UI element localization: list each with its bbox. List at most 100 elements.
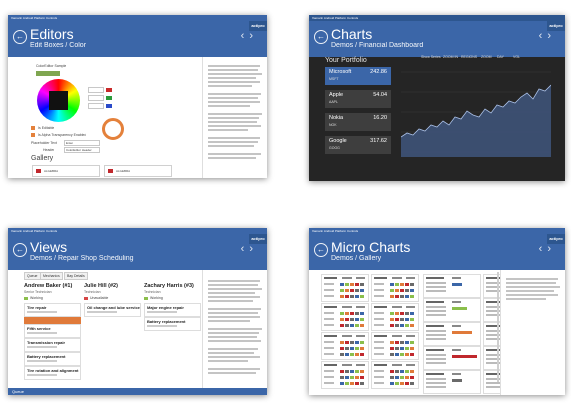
micro-bar xyxy=(400,341,404,344)
micro-bar xyxy=(345,295,349,298)
opacity-dial[interactable] xyxy=(102,118,124,140)
micro-chart-card xyxy=(321,274,369,302)
micro-bar xyxy=(360,341,364,344)
range-button[interactable]: Show Series xyxy=(421,55,441,59)
stock-item[interactable]: Microsoft MSFT 242.86 xyxy=(325,67,391,85)
page-title: Micro Charts xyxy=(331,239,411,255)
micro-bar xyxy=(395,289,399,292)
stock-price: 317.62 xyxy=(370,138,387,144)
micro-bar xyxy=(395,324,399,327)
range-button[interactable]: REGIONS xyxy=(461,55,478,59)
nav-arrows[interactable]: ‹› xyxy=(538,30,556,42)
nav-arrows[interactable]: ‹› xyxy=(240,243,258,255)
micro-bar xyxy=(360,376,364,379)
back-button[interactable]: ← xyxy=(13,243,27,257)
green-input[interactable] xyxy=(88,95,104,101)
stock-item[interactable]: Google GOOG 317.62 xyxy=(325,136,391,154)
range-button[interactable]: VOL xyxy=(513,55,521,59)
task-card[interactable]: Oil change and lube service xyxy=(84,303,141,317)
task-card[interactable]: Fifth service xyxy=(24,324,81,338)
editors-window: Xamarin Android Platform Controls ← Edit… xyxy=(8,15,267,178)
micro-chart-card xyxy=(371,332,419,360)
micro-bar xyxy=(350,341,354,344)
color-square[interactable] xyxy=(49,91,68,110)
back-button[interactable]: ← xyxy=(13,30,27,44)
stock-name: Google xyxy=(329,138,347,144)
micro-bar xyxy=(340,341,344,344)
task-card[interactable]: Battery replacement xyxy=(144,317,201,331)
stock-item[interactable]: Apple AAPL 54.04 xyxy=(325,90,391,108)
micro-bar xyxy=(395,370,399,373)
micro-bar xyxy=(345,341,349,344)
micro-bar xyxy=(350,370,354,373)
micro-bar xyxy=(355,353,359,356)
range-button[interactable]: DAY xyxy=(497,55,504,59)
stock-symbol: MSFT xyxy=(329,77,339,81)
back-button[interactable]: ← xyxy=(314,30,328,44)
tab-mechanics[interactable]: Mechanics xyxy=(40,272,63,280)
task-title: Major engine repair xyxy=(147,305,184,310)
tab-bay-details[interactable]: Bay Details xyxy=(64,272,88,280)
stock-item[interactable]: Nokia NOK 16.20 xyxy=(325,113,391,131)
micro-bar xyxy=(395,295,399,298)
gallery-card[interactable]: ALGEBRA xyxy=(32,165,100,177)
stock-price: 16.20 xyxy=(373,115,387,121)
task-card[interactable]: Battery replacement xyxy=(24,352,81,366)
micro-bar xyxy=(390,382,394,385)
micro-bar xyxy=(350,318,354,321)
color-wheel[interactable] xyxy=(37,79,80,122)
micro-bar xyxy=(410,353,414,356)
page-title: Editors xyxy=(30,26,74,42)
micro-bar xyxy=(390,376,394,379)
blue-input[interactable] xyxy=(88,103,104,109)
selected-color-swatch[interactable] xyxy=(36,71,60,76)
micro-bar xyxy=(452,307,467,310)
range-button[interactable]: ZOOM xyxy=(481,55,492,59)
task-card[interactable]: Transmission repair xyxy=(24,338,81,352)
drag-placeholder[interactable] xyxy=(24,317,81,324)
scrollbar[interactable] xyxy=(497,272,499,382)
range-button[interactable]: ZOOM IN xyxy=(443,55,458,59)
alpha-checkbox[interactable] xyxy=(31,133,35,137)
micro-bar xyxy=(405,283,409,286)
micro-bar xyxy=(405,382,409,385)
red-input[interactable] xyxy=(88,87,104,93)
back-button[interactable]: ← xyxy=(314,243,328,257)
micro-bar xyxy=(360,382,364,385)
task-detail xyxy=(27,332,57,334)
status-text: Unavailable xyxy=(90,296,109,300)
status-text: Working xyxy=(150,296,163,300)
micro-bar xyxy=(350,382,354,385)
gallery-card[interactable]: ALGEBRA xyxy=(104,165,172,177)
header-input[interactable]: ColorEditor Header xyxy=(64,147,100,153)
micro-bar xyxy=(410,382,414,385)
micro-bar xyxy=(400,312,404,315)
micro-bar xyxy=(400,289,404,292)
nav-arrows[interactable]: ‹› xyxy=(538,243,556,255)
task-card[interactable]: Tire rotation and alignment xyxy=(24,366,81,380)
mechanic-name: Julie Hill (#2) xyxy=(84,283,118,289)
series-line xyxy=(401,84,551,138)
micro-bar xyxy=(410,318,414,321)
description-panel xyxy=(202,57,267,178)
micro-bar xyxy=(405,353,409,356)
micro-chart-card xyxy=(423,298,481,322)
micro-bar xyxy=(350,295,354,298)
micro-bar xyxy=(410,289,414,292)
task-card[interactable]: Major engine repair xyxy=(144,303,201,317)
nav-arrows[interactable]: ‹› xyxy=(240,30,258,42)
tab-queue[interactable]: Queue xyxy=(24,272,41,280)
status-indicator xyxy=(24,296,28,300)
micro-bar xyxy=(345,382,349,385)
views-window: Xamarin Android Platform Controls ← View… xyxy=(8,228,267,395)
micro-bar xyxy=(390,289,394,292)
placeholder-input[interactable]: Enter xyxy=(64,140,100,146)
micro-chart-card xyxy=(321,332,369,360)
micro-bar xyxy=(340,312,344,315)
gallery-title: Gallery xyxy=(31,155,54,162)
task-title: Battery replacement xyxy=(27,354,66,359)
micro-bar xyxy=(360,347,364,350)
micro-bar xyxy=(340,318,344,321)
is-editable-checkbox[interactable] xyxy=(31,126,35,130)
task-card[interactable]: Tire repair xyxy=(24,303,81,317)
